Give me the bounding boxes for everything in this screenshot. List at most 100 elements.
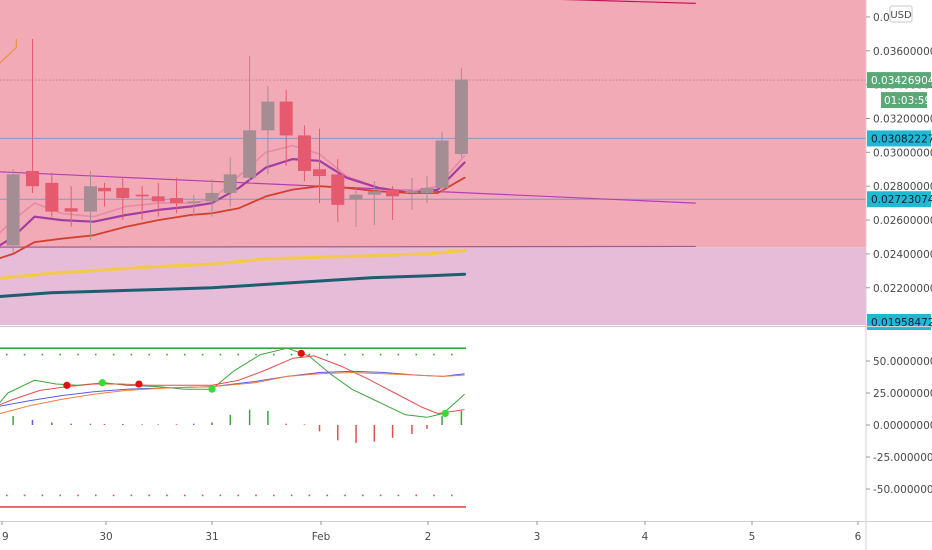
osc-line-osc_orange xyxy=(0,372,465,415)
osc-dotted-level-0 xyxy=(237,353,239,356)
osc-dotted-level-0 xyxy=(6,353,8,356)
osc-dotted-level-0 xyxy=(23,353,26,356)
osc-dotted-level-0 xyxy=(201,353,204,356)
time-axis[interactable]: 9 30 31 Feb 2 3 4 5 6 xyxy=(0,521,932,543)
osc-tick-label: -25.00000000 xyxy=(873,452,932,464)
osc-dotted-level-1 xyxy=(290,494,293,497)
ma-line-ema_mid xyxy=(0,158,466,247)
price-horizontal-levels xyxy=(0,79,866,200)
candle-body xyxy=(243,130,257,178)
candle xyxy=(313,128,326,204)
price-zone-0 xyxy=(0,0,866,248)
osc-dotted-level-0 xyxy=(219,353,222,356)
candle-body xyxy=(279,101,293,136)
candle xyxy=(25,38,39,193)
trend-line-4[interactable] xyxy=(0,245,696,248)
osc-dotted-level-1 xyxy=(59,494,61,497)
price-tick-label: 0.02800000 xyxy=(873,181,932,193)
candle-body xyxy=(25,170,39,187)
candle-body xyxy=(405,191,419,193)
candle-body xyxy=(223,174,237,193)
price-tag-label: 0.03426904 xyxy=(871,75,932,87)
price-tick-label: 0.03600000 xyxy=(873,46,932,58)
osc-signal-dot xyxy=(208,385,216,393)
candle-body xyxy=(45,182,59,212)
candle-body xyxy=(367,191,381,195)
osc-dotted-level-1 xyxy=(6,494,8,497)
candle-body xyxy=(297,135,311,171)
ma-line-ema_slow xyxy=(0,176,466,259)
candle-body xyxy=(205,192,219,202)
candle xyxy=(223,157,237,207)
candle xyxy=(187,194,201,217)
candle-body xyxy=(420,187,434,193)
candle-body xyxy=(187,201,201,204)
price-tick-label: 0.02600000 xyxy=(873,215,932,227)
time-tick-label: 31 xyxy=(205,531,218,543)
osc-dotted-level-0 xyxy=(273,353,275,356)
countdown-tag: 01:03:59 xyxy=(881,92,931,109)
candle-body xyxy=(151,196,165,202)
osc-dotted-level-0 xyxy=(415,353,417,356)
osc-dotted-level-1 xyxy=(219,494,222,497)
candle xyxy=(435,132,449,193)
candle xyxy=(297,125,311,182)
candle xyxy=(6,169,20,253)
time-tick-label: Feb xyxy=(312,531,331,543)
candle xyxy=(349,187,363,227)
osc-dotted-level-1 xyxy=(326,494,328,497)
osc-dotted-level-0 xyxy=(362,353,364,356)
currency-badge[interactable]: USD xyxy=(889,5,913,23)
price-tag[interactable]: 0.01958472 xyxy=(867,314,932,330)
osc-dotted-level-0 xyxy=(95,353,97,356)
candle xyxy=(84,170,98,241)
osc-dotted-level-0 xyxy=(112,353,115,356)
oscillator-pane[interactable] xyxy=(0,347,466,508)
price-axis[interactable]: 0.030.036000000.034000000.032000000.0300… xyxy=(865,0,932,550)
price-tick-label: 0.02200000 xyxy=(873,283,932,295)
price-tag[interactable]: 0.02723074 xyxy=(867,191,932,208)
osc-dotted-level-1 xyxy=(41,494,44,497)
time-tick-label: 9 xyxy=(2,531,9,543)
osc-dotted-level-1 xyxy=(201,494,204,497)
candle-body xyxy=(313,169,326,177)
price-tag[interactable]: 0.03426904 xyxy=(867,72,932,89)
price-zone-1 xyxy=(0,247,866,325)
oscillator-axis[interactable]: 50.00000000 25.00000000 0.00000000 -25.0000… xyxy=(866,356,932,496)
osc-dotted-level-0 xyxy=(397,353,400,356)
osc-dotted-level-1 xyxy=(166,494,168,497)
osc-line-osc_green xyxy=(0,347,465,418)
osc-dotted-level-1 xyxy=(344,494,346,497)
osc-dotted-level-0 xyxy=(308,353,311,356)
osc-dotted-level-0 xyxy=(451,353,453,356)
candle-body xyxy=(64,208,78,212)
osc-dotted-level-0 xyxy=(433,353,435,356)
osc-dotted-level-1 xyxy=(95,494,97,497)
trend-line-0[interactable] xyxy=(0,46,17,81)
trend-line-2[interactable] xyxy=(411,0,696,4)
candle xyxy=(454,67,468,158)
time-tick-label: 2 xyxy=(425,531,432,543)
candle xyxy=(45,172,59,217)
candle xyxy=(135,186,149,221)
ma-line-ma_yellow xyxy=(0,248,467,280)
candle-body xyxy=(135,194,149,197)
candle xyxy=(331,159,345,222)
osc-dotted-level-0 xyxy=(59,353,61,356)
price-tag[interactable]: 0.03082227 xyxy=(867,130,932,147)
candle xyxy=(405,177,419,210)
osc-dotted-level-0 xyxy=(344,353,346,356)
osc-signal-dot xyxy=(135,380,143,388)
price-tag-label: 0.03082227 xyxy=(871,133,932,145)
osc-dotted-level-0 xyxy=(148,353,150,356)
price-tick-label: 0.02400000 xyxy=(873,249,932,261)
price-pane[interactable] xyxy=(0,0,866,329)
osc-dotted-level-1 xyxy=(415,494,417,497)
osc-dotted-level-1 xyxy=(148,494,150,497)
countdown-label: 01:03:59 xyxy=(884,95,931,107)
candle xyxy=(279,89,293,166)
candle-body xyxy=(454,79,468,155)
candle-body xyxy=(261,101,275,131)
osc-dotted-level-0 xyxy=(255,353,257,356)
